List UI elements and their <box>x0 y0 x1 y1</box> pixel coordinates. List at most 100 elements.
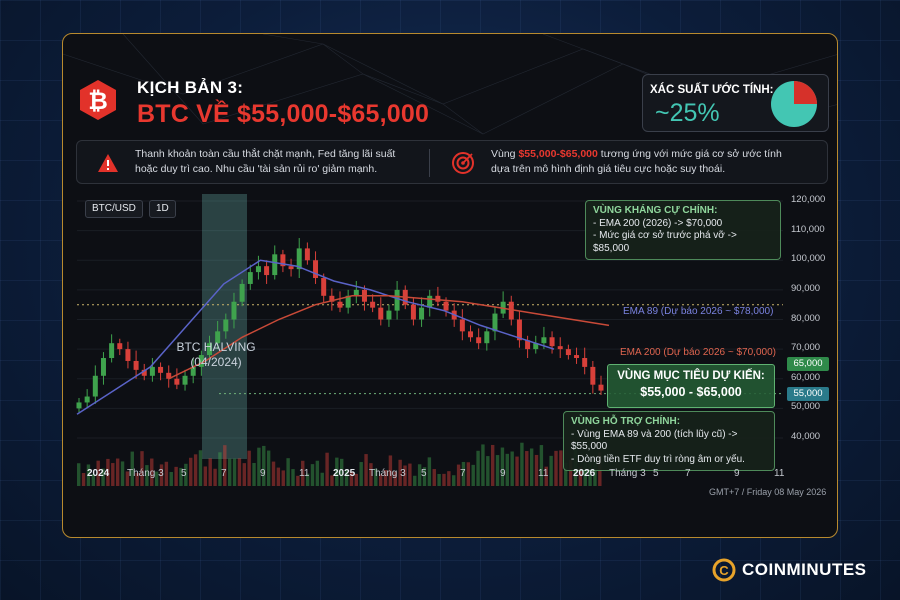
volume-bar <box>588 461 592 486</box>
volume-bar <box>344 470 349 486</box>
volume-bar <box>150 458 154 486</box>
y-axis-tick-label: 40,000 <box>791 431 821 442</box>
volume-bar <box>140 451 144 486</box>
volume-bar <box>568 459 573 486</box>
candle-body <box>525 340 531 350</box>
resistance-line1: - EMA 200 (2026) -> $70,000 <box>593 217 723 229</box>
y-axis-badge: 65,000 <box>787 356 829 371</box>
support-title: VÙNG HỖ TRỢ CHÍNH: <box>571 416 681 427</box>
volume-bar <box>486 456 490 486</box>
candle-body <box>280 254 286 267</box>
candle-body <box>378 307 384 320</box>
volume-bar <box>266 450 271 486</box>
candle-body <box>76 402 82 409</box>
candle-body <box>272 254 278 276</box>
volume-bar <box>359 462 363 486</box>
interval-button[interactable]: 1D <box>149 200 176 218</box>
ema89-line <box>76 259 555 415</box>
volume-bar <box>286 458 290 486</box>
volume-bar <box>388 455 393 486</box>
volume-bar <box>281 470 285 486</box>
ema200-line <box>168 295 610 380</box>
candle-body <box>84 396 90 403</box>
candle-body <box>109 343 115 359</box>
volume-bar <box>340 458 344 486</box>
volume-bar <box>374 468 378 486</box>
volume-bar <box>437 473 441 486</box>
volume-bar <box>320 472 324 486</box>
candle-body <box>549 337 555 347</box>
volume-bar <box>276 467 281 486</box>
candle-body <box>166 372 172 379</box>
volume-bar <box>417 464 422 486</box>
scenario-subtitle: KỊCH BẢN 3: <box>137 78 244 97</box>
resistance-title: VÙNG KHÁNG CỰ CHÍNH: <box>593 205 718 216</box>
volume-bar <box>544 466 548 486</box>
volume-bar <box>427 457 432 486</box>
candle-body <box>533 343 539 350</box>
target-icon <box>452 152 474 174</box>
volume-bar <box>534 454 539 486</box>
x-axis-tick-label: 11 <box>538 468 549 479</box>
volume-bar <box>81 472 86 486</box>
volume-bar <box>398 459 402 486</box>
info-separator <box>429 149 430 177</box>
x-axis-tick-label: 7 <box>460 468 466 479</box>
volume-bar <box>130 451 134 486</box>
volume-bar <box>403 465 407 486</box>
candle-body <box>117 343 123 350</box>
volume-bar <box>169 472 173 486</box>
candle-body <box>574 355 580 359</box>
candle-body <box>149 366 155 376</box>
candle-body <box>386 310 392 320</box>
volume-bar <box>145 465 149 486</box>
candle-body <box>435 295 441 302</box>
volume-bar <box>125 471 130 486</box>
symbol-button[interactable]: BTC/USD <box>85 200 143 218</box>
info-right-highlight: $55,000-$65,000 <box>518 148 598 160</box>
volume-bar <box>510 451 514 486</box>
x-axis-tick-label: Tháng 3 <box>127 468 164 479</box>
info-right-prefix: Vùng <box>491 148 519 160</box>
coinminutes-logo-icon: C <box>712 558 736 582</box>
volume-bar <box>301 460 305 486</box>
volume-bar <box>208 458 212 486</box>
info-row: Thanh khoản toàn cầu thắt chặt mạnh, Fed… <box>76 140 828 184</box>
candle-body <box>582 358 588 367</box>
info-right-suffix: tương ứng với mức giá cơ sở ước tính <box>597 148 782 160</box>
volume-bar <box>378 474 383 486</box>
volume-bar <box>383 470 388 486</box>
volume-bar <box>203 466 208 486</box>
volume-bar <box>193 454 198 486</box>
candle-body <box>443 301 449 311</box>
candle-body <box>353 289 359 296</box>
x-axis-tick-label: 5 <box>653 468 659 479</box>
volume-bar <box>198 450 203 486</box>
target-zone-box: VÙNG MỤC TIÊU DỰ KIẾN: $55,000 - $65,000 <box>607 364 775 408</box>
candle-body <box>92 375 98 397</box>
candle-body <box>329 295 335 302</box>
volume-bar <box>466 462 471 486</box>
x-axis-tick-label: 2024 <box>87 468 110 479</box>
x-axis-tick-label: 11 <box>774 468 785 479</box>
volume-bar <box>461 461 466 486</box>
probability-label: XÁC SUẤT ƯỚC TÍNH: <box>650 84 774 96</box>
info-right-line1: Vùng $55,000-$65,000 tương ứng với mức g… <box>491 147 782 162</box>
candle-body <box>296 248 302 270</box>
volume-bar <box>354 473 359 486</box>
candle-body <box>590 366 596 385</box>
volume-bar <box>111 463 115 486</box>
volume-bar <box>315 460 320 486</box>
x-axis-tick-label: 11 <box>299 468 310 479</box>
volume-bar <box>310 464 315 486</box>
candle-body <box>557 346 563 350</box>
candle-body <box>198 355 204 367</box>
volume-bar <box>154 471 159 486</box>
volume-bar <box>583 463 587 486</box>
candle-body <box>345 295 351 308</box>
warning-icon <box>98 154 118 172</box>
candle-body <box>174 378 180 385</box>
scenario-title: BTC VỀ $55,000-$65,000 <box>137 100 430 128</box>
probability-value: ~25% <box>655 99 720 127</box>
volume-bar <box>296 475 300 486</box>
